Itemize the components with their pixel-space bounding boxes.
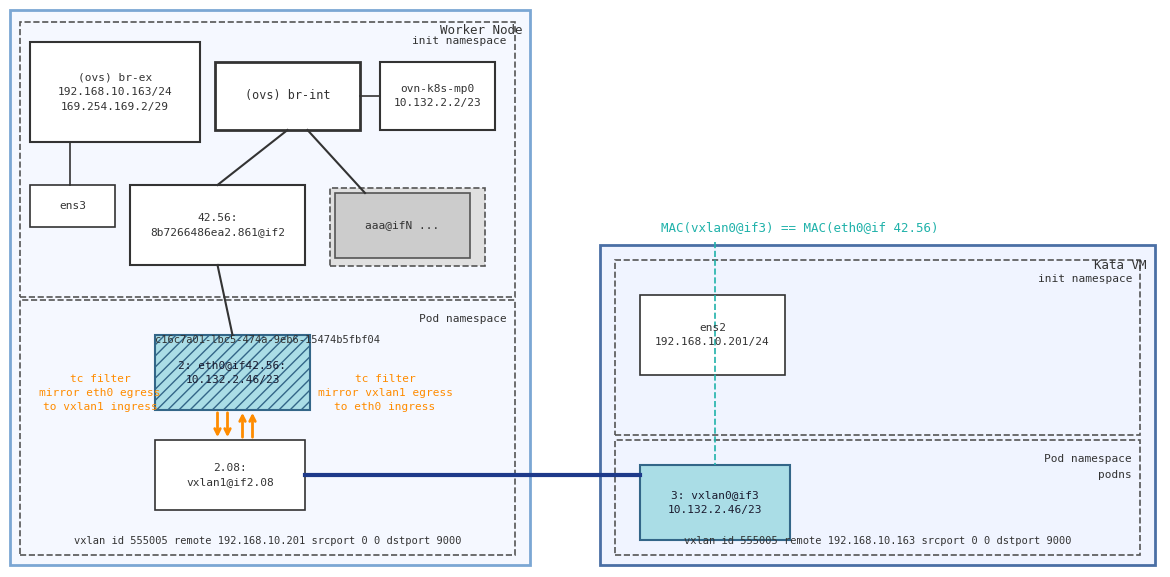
Text: tc filter
mirror vxlan1 egress
to eth0 ingress: tc filter mirror vxlan1 egress to eth0 i…	[317, 373, 453, 411]
Text: tc filter
mirror eth0 egress
to vxlan1 ingress: tc filter mirror eth0 egress to vxlan1 i…	[40, 373, 160, 411]
Bar	[615, 440, 1140, 555]
Text: aaa@ifN ...: aaa@ifN ...	[365, 220, 440, 230]
Bar	[11, 10, 530, 565]
Text: 2: eth0@if42.56:
10.132.2.46/23: 2: eth0@if42.56: 10.132.2.46/23	[179, 361, 287, 384]
Bar	[30, 185, 115, 227]
Text: Pod namespace: Pod namespace	[419, 314, 507, 324]
Bar	[380, 62, 495, 130]
Bar	[30, 42, 200, 142]
Text: podns: podns	[1099, 470, 1133, 480]
Text: init namespace: init namespace	[1038, 274, 1133, 284]
Text: Worker Node: Worker Node	[440, 24, 522, 37]
Bar	[335, 193, 470, 258]
Text: (ovs) br-ex
192.168.10.163/24
169.254.169.2/29: (ovs) br-ex 192.168.10.163/24 169.254.16…	[57, 72, 172, 112]
Bar	[215, 62, 360, 130]
Text: 3: vxlan0@if3
10.132.2.46/23: 3: vxlan0@if3 10.132.2.46/23	[668, 490, 762, 515]
Bar	[20, 22, 515, 297]
Text: Pod namespace: Pod namespace	[1045, 454, 1133, 464]
Text: ens3: ens3	[58, 201, 87, 211]
Text: 2.08:
vxlan1@if2.08: 2.08: vxlan1@if2.08	[186, 463, 274, 487]
Text: vxlan id 555005 remote 192.168.10.201 srcport 0 0 dstport 9000: vxlan id 555005 remote 192.168.10.201 sr…	[74, 536, 461, 546]
Bar	[330, 188, 486, 266]
Text: c16c7a01-lbc5-474a-9eb6-15474b5fbf04: c16c7a01-lbc5-474a-9eb6-15474b5fbf04	[154, 335, 380, 345]
Text: MAC(vxlan0@if3) == MAC(eth0@if 42.56): MAC(vxlan0@if3) == MAC(eth0@if 42.56)	[661, 222, 938, 234]
Text: Kata VM: Kata VM	[1094, 259, 1147, 272]
Text: vxlan id 555005 remote 192.168.10.163 srcport 0 0 dstport 9000: vxlan id 555005 remote 192.168.10.163 sr…	[683, 536, 1072, 546]
Bar	[130, 185, 305, 265]
Bar	[600, 245, 1155, 565]
Bar	[615, 260, 1140, 435]
Text: init namespace: init namespace	[413, 36, 507, 46]
Text: ens2
192.168.10.201/24: ens2 192.168.10.201/24	[655, 323, 770, 347]
Bar	[154, 440, 305, 510]
Bar	[154, 335, 310, 410]
Text: (ovs) br-int: (ovs) br-int	[245, 89, 330, 103]
Bar	[640, 465, 790, 540]
Text: ovn-k8s-mp0
10.132.2.2/23: ovn-k8s-mp0 10.132.2.2/23	[393, 84, 481, 108]
Bar	[640, 295, 785, 375]
Text: 42.56:
8b7266486ea2.861@if2: 42.56: 8b7266486ea2.861@if2	[150, 213, 285, 237]
Bar	[20, 300, 515, 555]
